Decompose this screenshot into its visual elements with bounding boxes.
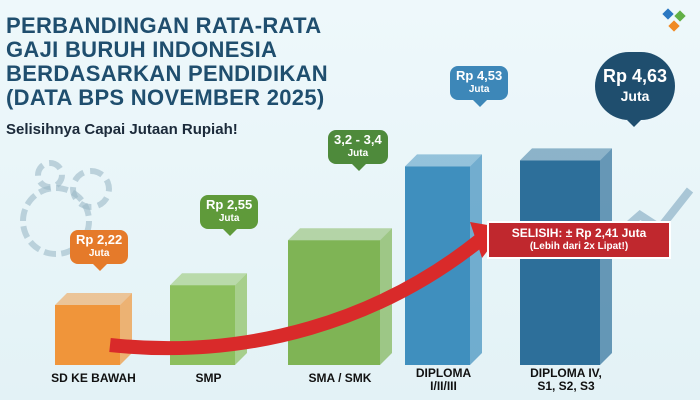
category-label: SD KE BAWAH [39, 372, 149, 385]
difference-text: SELISIH: ± Rp 2,41 Juta [511, 226, 647, 240]
value-bubble: Rp 2,55 Juta [200, 195, 259, 237]
category-label: SMA / SMK [285, 372, 395, 385]
title-line: (DATA BPS NOVEMBER 2025) [6, 85, 325, 110]
bar-side [235, 273, 247, 365]
value-unit: Juta [347, 148, 369, 160]
category-label: DIPLOMA IV, S1, S2, S3 [511, 367, 621, 393]
value-label: Rp 2,55 [206, 197, 253, 213]
category-label-line: I/II/III [430, 379, 457, 393]
bar-top [520, 148, 612, 161]
title-line: GAJI BURUH INDONESIA [6, 37, 278, 62]
value-label: 3,2 - 3,4 [334, 132, 382, 148]
category-label-line: SD KE BAWAH [51, 371, 136, 385]
category-label-line: DIPLOMA IV, [530, 366, 602, 380]
bar-top [55, 293, 132, 305]
category-label: SMP [154, 372, 264, 385]
bar [520, 160, 600, 365]
category-label-line: SMA / SMK [308, 371, 372, 385]
category-label-line: SMP [195, 371, 222, 385]
gear-icon [70, 168, 112, 210]
value-label: Rp 4,63 [603, 66, 668, 86]
title-line: BERDASARKAN PENDIDIKAN [6, 61, 328, 86]
bar-top [170, 273, 247, 286]
difference-subtext: (Lebih dari 2x Lipat!) [529, 241, 629, 252]
bar [55, 305, 120, 365]
bps-logo-icon [662, 8, 686, 32]
bar-side [120, 293, 132, 365]
value-label: Rp 4,53 [456, 68, 503, 84]
value-unit: Juta [620, 88, 650, 104]
growth-arrow [109, 234, 485, 356]
value-bubble: Rp 4,53 Juta [450, 66, 509, 108]
value-bubble: Rp 4,63 Juta [595, 52, 676, 127]
value-label: Rp 2,22 [76, 232, 123, 247]
value-unit: Juta [468, 84, 490, 96]
category-label-line: S1, S2, S3 [537, 379, 595, 393]
category-label: DIPLOMA I/II/III [389, 367, 499, 393]
title-line: PERBANDINGAN RATA-RATA [6, 13, 322, 38]
value-unit: Juta [88, 248, 110, 259]
bar-side [470, 154, 482, 365]
gear-icon [35, 160, 65, 190]
value-bubble: 3,2 - 3,4 Juta [328, 130, 388, 172]
category-label-line: DIPLOMA [415, 366, 472, 380]
bar-top [288, 228, 392, 241]
page-title: PERBANDINGAN RATA-RATA GAJI BURUH INDONE… [6, 14, 328, 110]
difference-callout: SELISIH: ± Rp 2,41 Juta (Lebih dari 2x L… [487, 221, 671, 259]
value-unit: Juta [218, 213, 240, 225]
subtitle: Selisihnya Capai Jutaan Rupiah! [6, 121, 238, 138]
value-bubble: Rp 2,22 Juta [70, 230, 129, 271]
bar-top [405, 154, 482, 167]
